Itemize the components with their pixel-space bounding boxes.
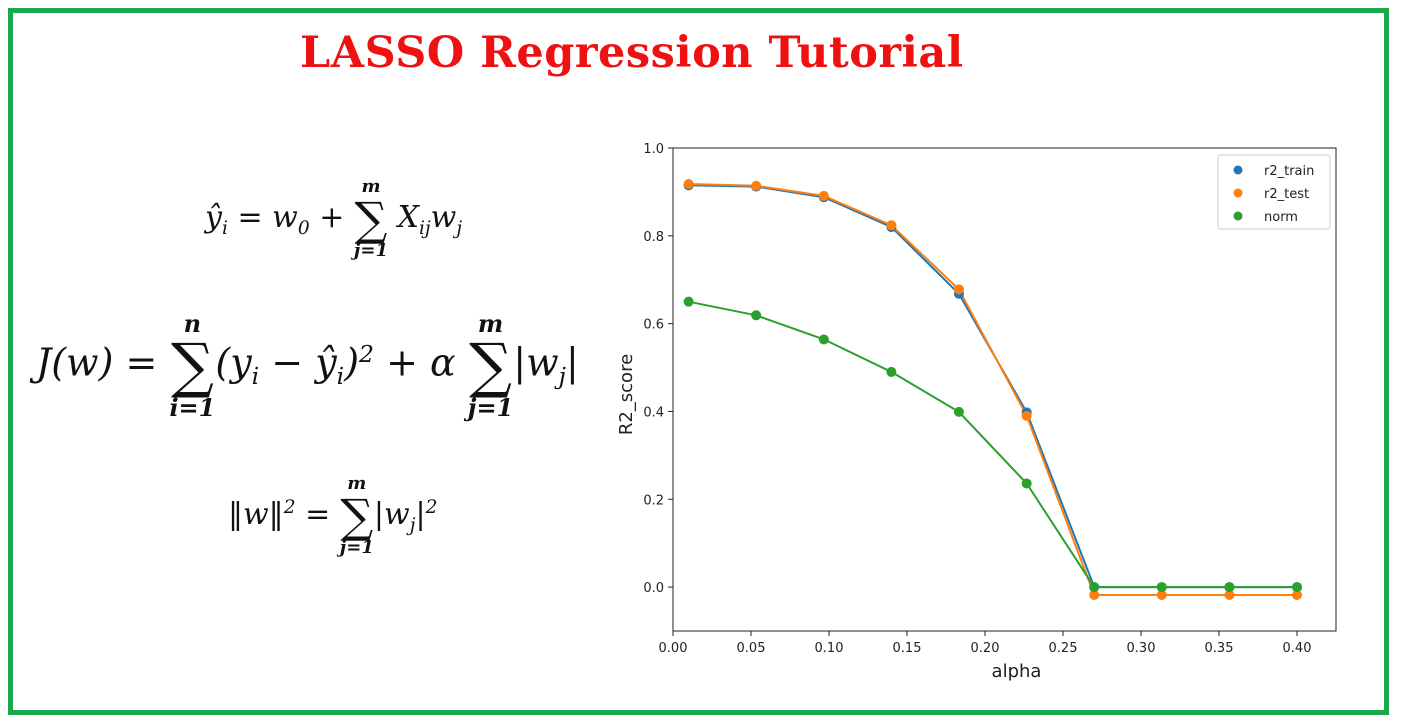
cost-body1-sup: 2 bbox=[359, 339, 375, 368]
y-tick-label: 0.8 bbox=[643, 230, 664, 245]
cost-equation: J(w) = n ∑ i=1 (yi − ŷi)2 + α m ∑ j=1 |w… bbox=[36, 312, 579, 420]
data-point-norm bbox=[818, 334, 829, 345]
legend-label: r2_test bbox=[1264, 187, 1309, 202]
data-point-norm bbox=[751, 310, 762, 321]
x-tick-label: 0.15 bbox=[893, 641, 922, 656]
x-tick-label: 0.40 bbox=[1283, 641, 1312, 656]
x-tick-label: 0.00 bbox=[659, 641, 688, 656]
data-point-r2-test bbox=[1224, 589, 1235, 600]
norm-lhs-sup: 2 bbox=[283, 497, 296, 518]
legend-marker bbox=[1233, 211, 1243, 221]
prediction-sum-upper: m bbox=[361, 176, 381, 197]
cost-body2: |w bbox=[513, 340, 559, 385]
prediction-term: X bbox=[397, 200, 419, 235]
x-tick-label: 0.35 bbox=[1205, 641, 1234, 656]
sigma-symbol: ∑ bbox=[469, 331, 512, 401]
cost-body1-sub2: i bbox=[336, 362, 345, 391]
cost-sum2-lower: j=1 bbox=[467, 393, 514, 422]
x-tick-label: 0.10 bbox=[815, 641, 844, 656]
series-line-r2-test bbox=[688, 183, 1297, 596]
y-tick-label: 0.2 bbox=[643, 493, 664, 508]
data-point-r2-test bbox=[1292, 589, 1302, 600]
data-point-r2-test bbox=[818, 190, 829, 201]
series-line-norm bbox=[688, 300, 1297, 589]
prediction-w0: w bbox=[272, 200, 298, 235]
prediction-term-sub: ij bbox=[418, 218, 431, 239]
norm-sum-upper: m bbox=[347, 473, 367, 494]
norm-body-end: | bbox=[415, 497, 426, 532]
cost-plus-alpha: + α bbox=[386, 340, 456, 385]
cost-lhs: J(w) = bbox=[36, 340, 158, 385]
legend-marker bbox=[1233, 188, 1243, 198]
cost-sum2-upper: m bbox=[477, 309, 504, 338]
norm-equation: ‖w‖2 = m ∑ j=1 |wj|2 bbox=[228, 475, 437, 557]
cost-sum-2: m ∑ j=1 bbox=[468, 312, 514, 420]
norm-body-sup: 2 bbox=[425, 497, 438, 518]
prediction-lhs: ŷ bbox=[205, 200, 222, 235]
data-point-r2-test bbox=[1156, 589, 1167, 600]
cost-body2-end: | bbox=[565, 340, 579, 385]
data-point-norm bbox=[1089, 582, 1100, 593]
data-point-norm bbox=[886, 366, 897, 377]
page-title: LASSO Regression Tutorial bbox=[300, 28, 964, 78]
prediction-lhs-sub: i bbox=[221, 218, 228, 239]
cost-body2-sub: j bbox=[558, 362, 566, 391]
sigma-symbol: ∑ bbox=[354, 192, 388, 246]
norm-equals: = bbox=[305, 497, 331, 532]
prediction-sum: m ∑ j=1 bbox=[354, 178, 388, 260]
norm-body-sub: j bbox=[409, 515, 416, 536]
y-axis-label: R2_score bbox=[616, 354, 637, 435]
data-point-norm bbox=[1224, 582, 1235, 593]
y-tick-label: 0.0 bbox=[643, 581, 664, 596]
x-axis-label: alpha bbox=[992, 661, 1042, 682]
y-tick-label: 1.0 bbox=[643, 142, 664, 157]
data-point-norm bbox=[1292, 582, 1302, 593]
norm-sum: m ∑ j=1 bbox=[340, 475, 374, 557]
data-point-r2-test bbox=[751, 180, 762, 191]
y-tick-label: 0.6 bbox=[643, 318, 664, 333]
norm-lhs: ‖w‖ bbox=[228, 497, 284, 532]
legend-box bbox=[1217, 154, 1331, 230]
prediction-term2-sub: j bbox=[456, 218, 463, 239]
x-tick-label: 0.20 bbox=[971, 641, 1000, 656]
cost-body1-sub: i bbox=[251, 362, 260, 391]
x-tick-label: 0.25 bbox=[1049, 641, 1078, 656]
data-point-norm bbox=[1021, 478, 1032, 489]
cost-body1-end: ) bbox=[344, 340, 360, 385]
prediction-plus: + bbox=[319, 200, 345, 235]
data-point-r2-test bbox=[1089, 589, 1100, 600]
x-tick-label: 0.30 bbox=[1127, 641, 1156, 656]
sigma-symbol: ∑ bbox=[340, 489, 374, 543]
data-point-r2-test bbox=[886, 220, 897, 231]
x-tick-label: 0.05 bbox=[737, 641, 766, 656]
cost-sum1-lower: i=1 bbox=[169, 393, 216, 422]
legend-marker bbox=[1233, 165, 1243, 175]
data-point-norm bbox=[683, 296, 694, 307]
data-point-norm bbox=[953, 406, 964, 417]
cost-sum1-upper: n bbox=[183, 309, 202, 338]
prediction-term2: w bbox=[430, 200, 457, 235]
norm-body: |w bbox=[373, 497, 410, 532]
prediction-w0-sub: 0 bbox=[297, 218, 310, 239]
norm-sum-lower: j=1 bbox=[339, 537, 374, 558]
prediction-equation: ŷi = w0 + m ∑ j=1 Xijwj bbox=[205, 178, 462, 260]
data-point-r2-test bbox=[683, 179, 694, 190]
cost-body1-mid: − ŷ bbox=[259, 340, 337, 385]
legend-label: norm bbox=[1264, 210, 1298, 225]
legend-label: r2_train bbox=[1264, 164, 1314, 179]
data-point-norm bbox=[1156, 582, 1167, 593]
prediction-equals: = bbox=[237, 200, 263, 235]
y-tick-label: 0.4 bbox=[643, 405, 664, 420]
sigma-symbol: ∑ bbox=[170, 331, 214, 401]
data-point-r2-test bbox=[953, 284, 964, 295]
prediction-sum-lower: j=1 bbox=[353, 240, 389, 261]
data-point-r2-test bbox=[1021, 410, 1032, 421]
cost-sum-1: n ∑ i=1 bbox=[169, 312, 215, 420]
cost-body1: (y bbox=[215, 340, 252, 385]
